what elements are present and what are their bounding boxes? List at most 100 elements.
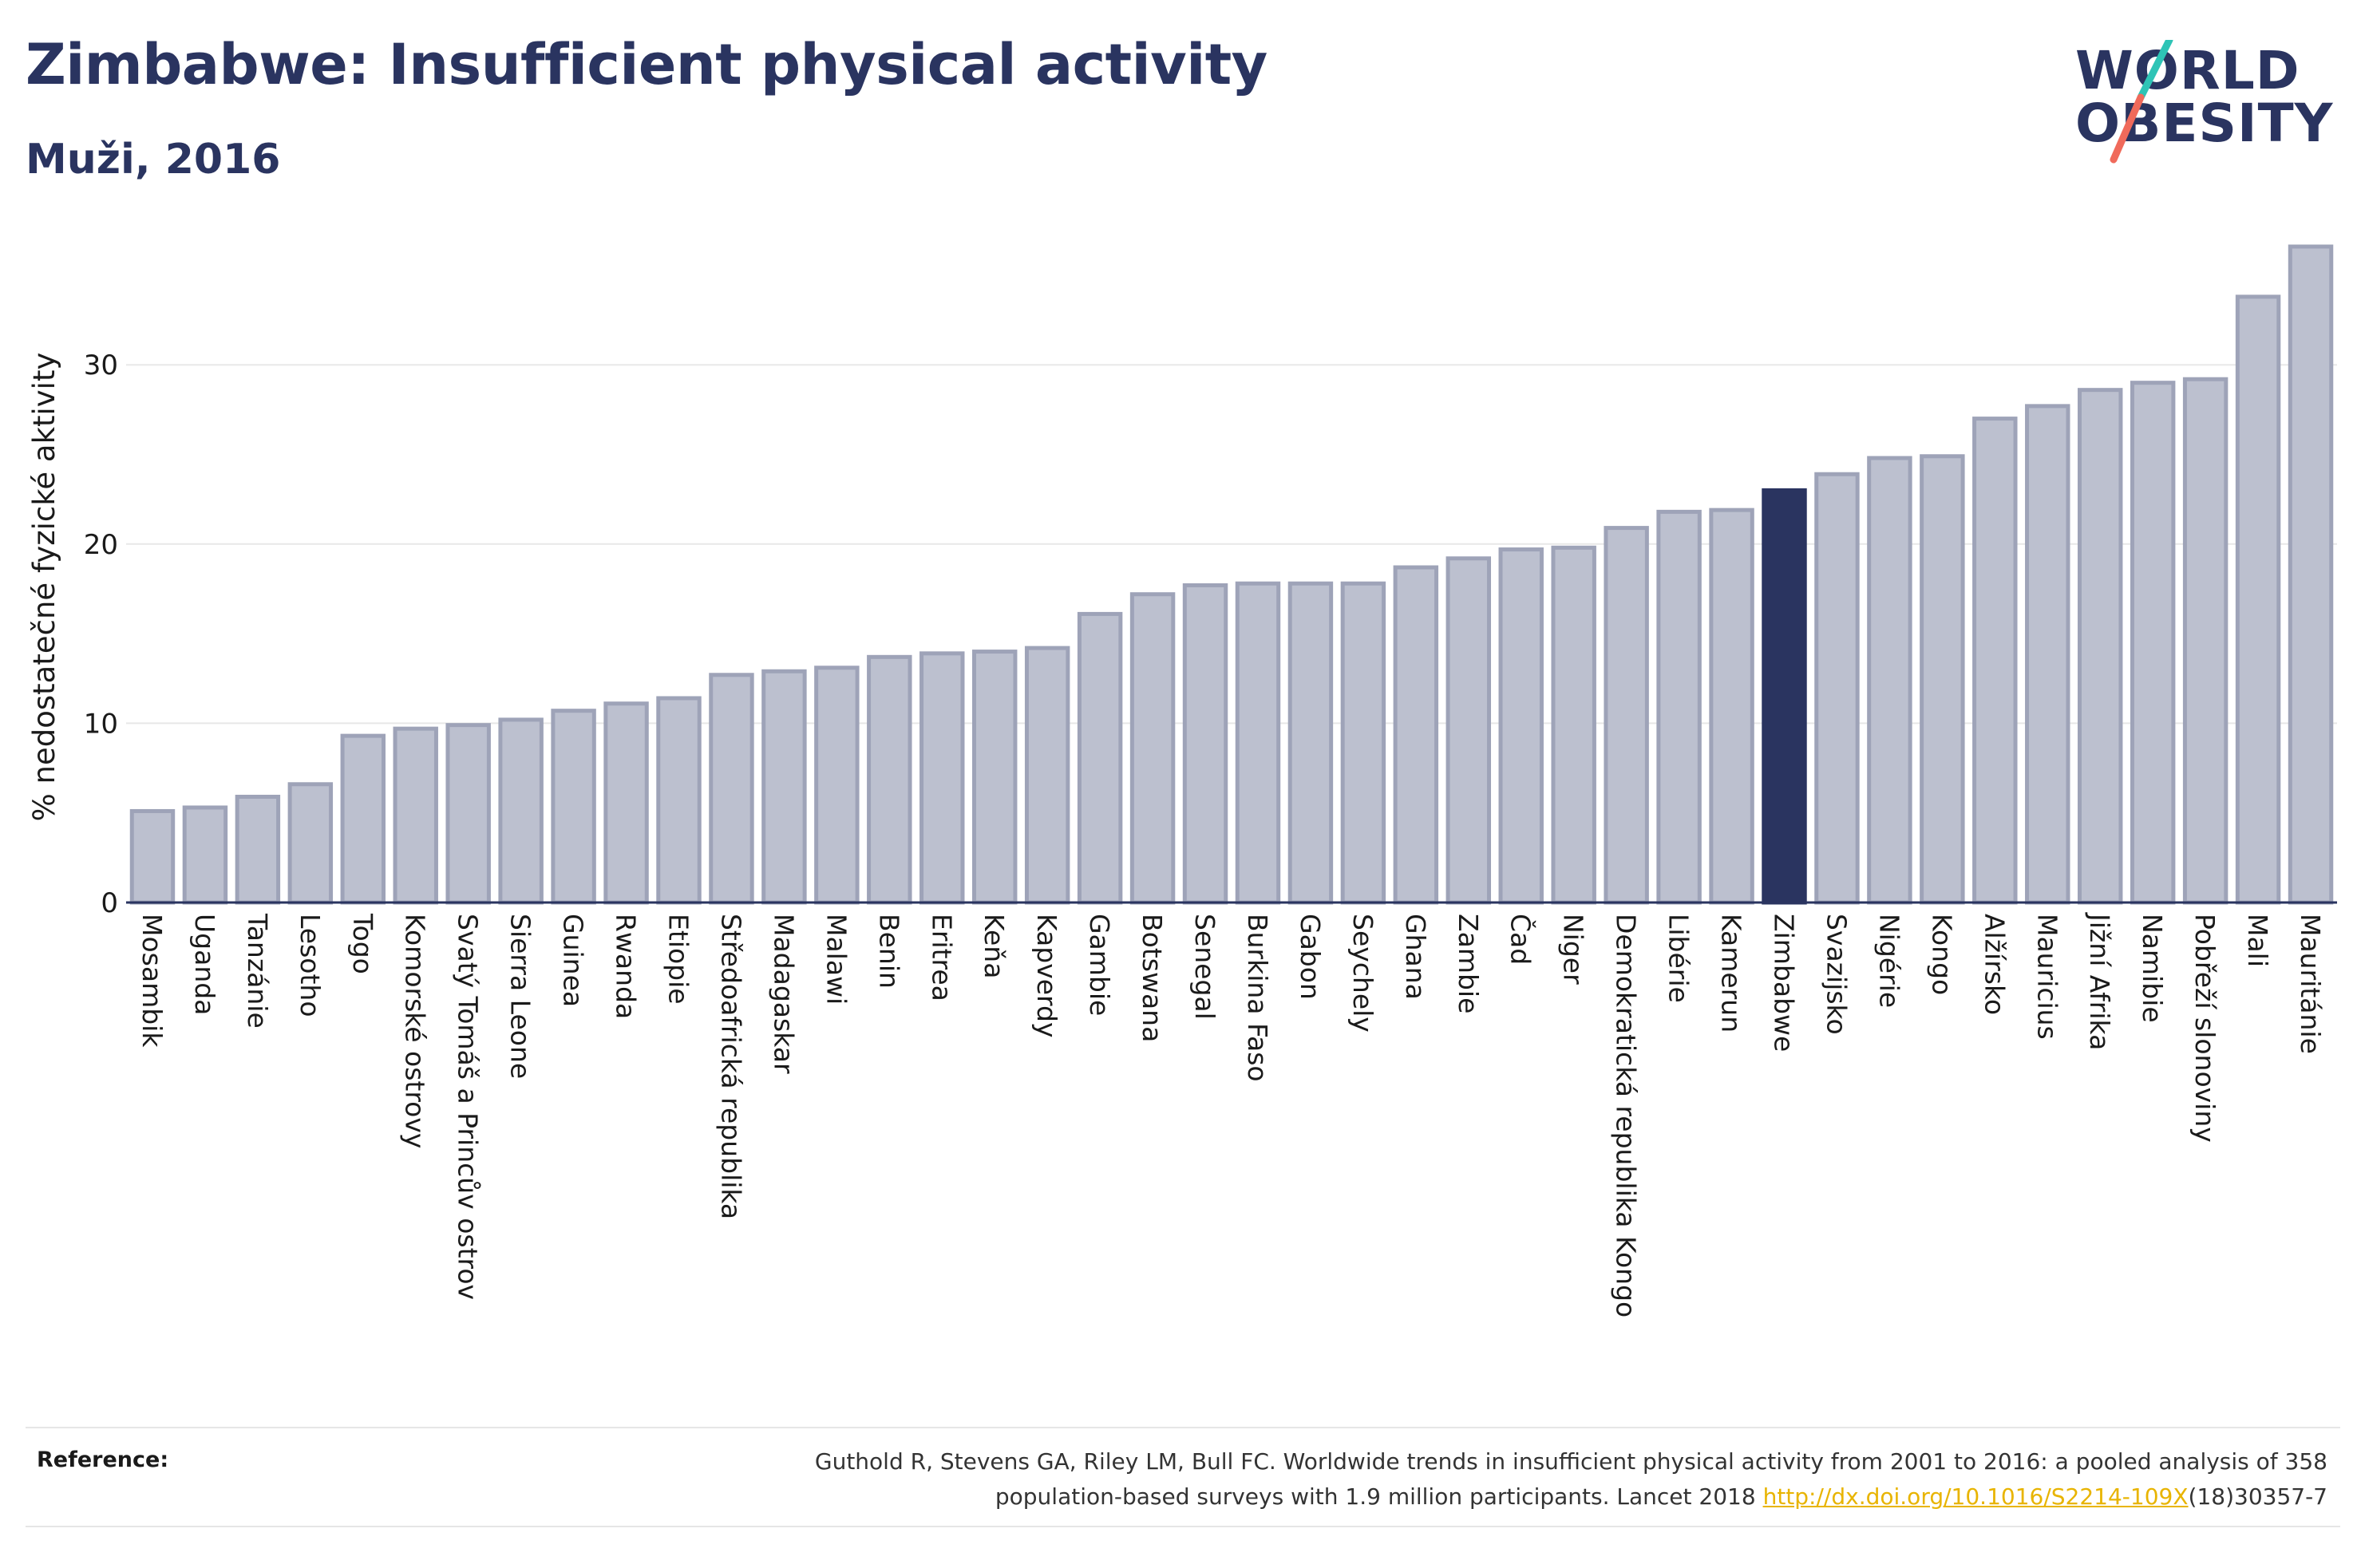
x-tick-label: Seychely <box>1347 914 1378 1033</box>
x-tick-label: Namibie <box>2137 914 2168 1023</box>
bar-39 <box>2182 377 2229 905</box>
x-tick-label: Kamerun <box>1716 914 1747 1033</box>
x-tick-label: Guinea <box>558 914 589 1007</box>
x-tick-label: Niger <box>1558 914 1589 985</box>
bar-7 <box>498 717 544 905</box>
y-axis-label: % nedostatečné fyzické aktivity <box>27 353 61 822</box>
reference-line2-end: (18)30357-7 <box>2188 1483 2327 1510</box>
x-tick-label: Kongo <box>1926 914 1957 995</box>
footer-divider-top <box>26 1427 2340 1428</box>
x-tick-label: Středoafrická republika <box>715 914 746 1219</box>
bar-3 <box>287 782 334 905</box>
x-tick-label: Senegal <box>1189 914 1220 1020</box>
reference-label: Reference: <box>37 1448 169 1472</box>
reference-doi-link[interactable]: http://dx.doi.org/10.1016/S2214-109X <box>1762 1483 2189 1510</box>
x-tick-label: Tanzánie <box>242 913 273 1029</box>
x-tick-label: Čad <box>1505 914 1537 965</box>
bar-20 <box>1182 583 1228 905</box>
reference-line1: Guthold R, Stevens GA, Riley LM, Bull FC… <box>814 1448 2327 1475</box>
bar-31 <box>1762 488 1807 905</box>
bar-36 <box>2025 404 2070 905</box>
bar-9 <box>603 701 649 905</box>
x-tick-label: Togo <box>347 913 378 974</box>
x-tick-label: Madagaskar <box>768 914 799 1074</box>
bar-0 <box>129 808 176 905</box>
y-tick-label: 10 <box>84 708 118 740</box>
x-tick-label: Gabon <box>1295 914 1326 1000</box>
bar-chart: 0 10 20 30 Mosambik Uganda Tanzánie Lesotho Togo… <box>27 244 2337 1317</box>
logo-slash-top <box>2137 40 2173 101</box>
bar-4 <box>340 733 386 905</box>
y-tick-label: 30 <box>84 350 118 381</box>
reference-text: Guthold R, Stevens GA, Riley LM, Bull FC… <box>492 1444 2327 1515</box>
bar-38 <box>2130 381 2176 905</box>
x-tick-label: Uganda <box>189 914 220 1015</box>
bar-6 <box>445 723 491 905</box>
bar-26 <box>1498 547 1544 905</box>
bar-5 <box>393 726 438 905</box>
bar-14 <box>867 654 912 905</box>
x-tick-label: Mauricius <box>2031 914 2062 1040</box>
x-tick-label: Rwanda <box>611 914 642 1019</box>
x-tick-label: Demokratická republika Kongo <box>1611 914 1642 1317</box>
x-tick-label: Nigérie <box>1873 914 1904 1008</box>
bar-11 <box>709 673 754 905</box>
logo-text-line1: WORLD <box>2075 40 2300 101</box>
y-tick-label: 0 <box>101 887 118 919</box>
x-tick-label: Libérie <box>1663 914 1695 1003</box>
x-tick-label: Zimbabwe <box>1769 914 1800 1052</box>
bar-24 <box>1393 565 1439 905</box>
bar-15 <box>919 651 965 905</box>
bar-37 <box>2077 388 2123 905</box>
x-tick-label: Alžírsko <box>1979 914 2010 1015</box>
bar-23 <box>1340 581 1386 905</box>
logo-slash-bottom <box>2110 93 2145 164</box>
bar-13 <box>814 666 860 905</box>
x-tick-label: Ghana <box>1400 914 1431 1000</box>
x-tick-label: Jižní Afrika <box>2084 912 2115 1050</box>
x-tick-label: Burkina Faso <box>1242 914 1273 1082</box>
bar-30 <box>1709 508 1754 905</box>
bar-25 <box>1445 556 1492 905</box>
x-tick-label: Svazijsko <box>1821 914 1852 1035</box>
x-tick-label: Mosambik <box>136 914 168 1048</box>
y-tick-label: 20 <box>84 529 118 561</box>
bar-21 <box>1235 581 1281 905</box>
bar-27 <box>1551 545 1596 905</box>
logo-slash-icon <box>2110 40 2173 164</box>
bar-12 <box>761 669 807 905</box>
x-tick-label: Lesotho <box>295 914 326 1017</box>
x-tick-label: Zambie <box>1453 914 1484 1013</box>
x-tick-label: Botswana <box>1137 914 1168 1042</box>
bar-33 <box>1867 456 1912 905</box>
bar-19 <box>1129 592 1176 905</box>
bar-41 <box>2288 244 2334 905</box>
x-tick-label: Pobřeží slonoviny <box>2189 914 2221 1143</box>
x-tick-label: Eritrea <box>926 914 957 1001</box>
bar-35 <box>1972 417 2018 905</box>
x-tick-label: Gambie <box>1084 914 1115 1016</box>
bar-29 <box>1656 509 1702 905</box>
bar-22 <box>1287 581 1334 905</box>
bar-28 <box>1604 526 1649 905</box>
x-tick-label: Komorské ostrovy <box>400 914 431 1148</box>
x-tick-label: Sierra Leone <box>505 914 536 1079</box>
chart-title: Zimbabwe: Insufficient physical activity <box>26 32 1268 97</box>
x-tick-label: Malawi <box>821 914 852 1005</box>
reference-line2-start: population-based surveys with 1.9 millio… <box>995 1483 1763 1510</box>
bar-10 <box>656 696 702 905</box>
world-obesity-logo: WORLD OBESITY <box>2075 40 2339 176</box>
x-tick-label: Mali <box>2242 914 2273 967</box>
x-tick-label: Svatý Tomáš a Princův ostrov <box>453 914 484 1300</box>
footer-divider-bottom <box>26 1526 2340 1527</box>
bar-16 <box>971 650 1018 905</box>
bar-17 <box>1024 646 1070 905</box>
bar-34 <box>1920 454 1965 905</box>
bar-2 <box>235 794 281 905</box>
x-tick-label: Keňa <box>979 914 1010 978</box>
x-tick-label: Benin <box>873 914 904 989</box>
bar-8 <box>551 709 596 905</box>
x-tick-label: Mauritánie <box>2295 914 2326 1054</box>
x-tick-label: Kapverdy <box>1031 914 1062 1038</box>
x-tick-label: Etiopie <box>663 914 694 1005</box>
